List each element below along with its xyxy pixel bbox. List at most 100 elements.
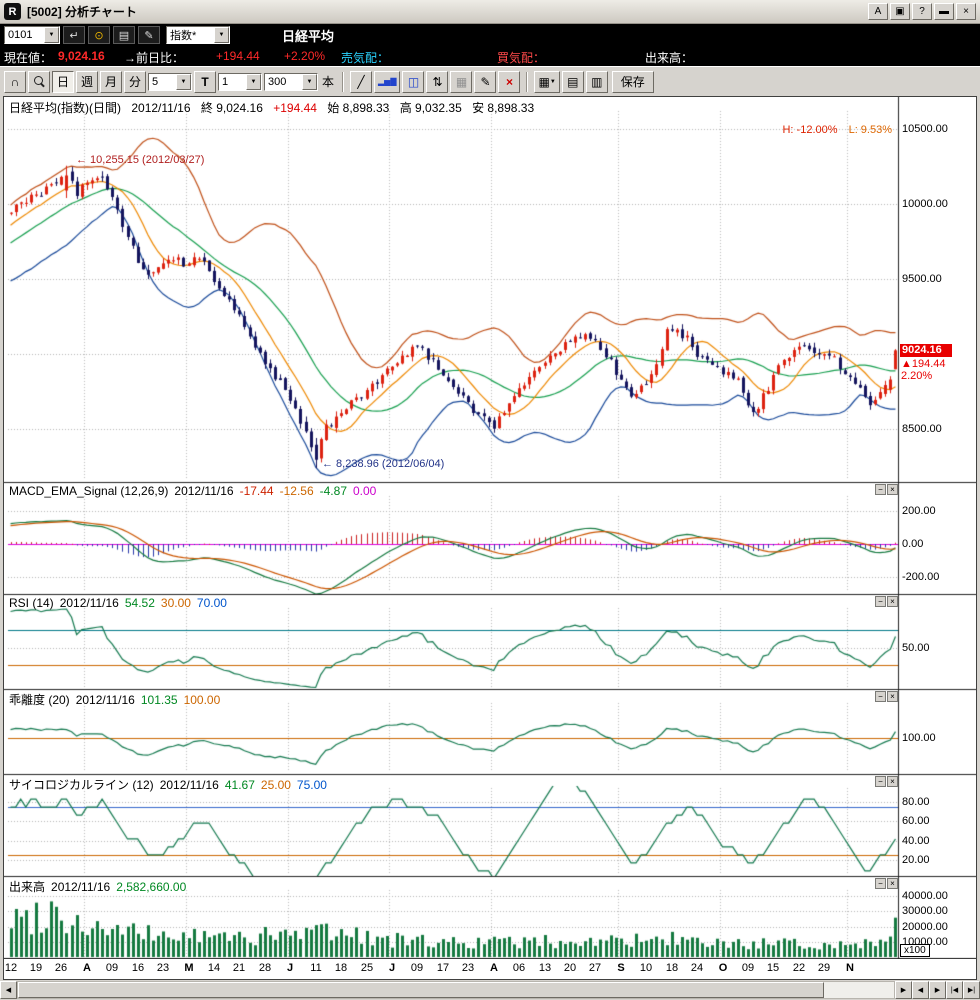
toolbar-separator <box>526 71 529 92</box>
headset-button[interactable]: ∩ <box>4 70 26 93</box>
close-button[interactable]: × <box>956 3 976 20</box>
tick-interval-select[interactable]: 1 ▼ <box>218 72 262 91</box>
x-axis-label: 21 <box>232 962 246 974</box>
period-week-button[interactable]: 週 <box>76 70 98 93</box>
new-chart-button[interactable]: ▥ <box>585 70 608 93</box>
chart-toolbar: ∩ 日 週 月 分 5 ▼ T 1 ▼ 300 ▼ 本 ╱ ▂▅▇ ◫ ⇅ ▦ … <box>0 66 980 96</box>
window-copy-button[interactable]: ▣ <box>890 3 910 20</box>
x-axis-label: 11 <box>310 962 322 974</box>
macd-close-button[interactable]: × <box>887 484 898 495</box>
line-chart-button[interactable]: ╱ <box>350 70 373 93</box>
window-icon: ▣ <box>895 6 905 17</box>
instrument-name: 日経平均(指数)(日間) <box>9 101 121 115</box>
minimize-button[interactable]: ▬ <box>934 3 954 20</box>
binoculars-button[interactable]: ⊙ <box>88 26 110 44</box>
x-axis-label: 19 <box>29 962 43 974</box>
volume-close-button[interactable]: × <box>887 878 898 889</box>
x-axis-label: 15 <box>766 962 780 974</box>
period-minute-button[interactable]: 分 <box>124 70 146 93</box>
kairi-close-button[interactable]: × <box>887 691 898 702</box>
panel-date: 2012/11/16 <box>75 693 135 707</box>
x-axis-label: 12 <box>4 962 18 974</box>
period-month-button[interactable]: 月 <box>100 70 122 93</box>
current-price-label: 現在値： <box>4 51 53 65</box>
rsi-panel-header: RSI (14) 2012/11/16 54.52 30.00 70.00 <box>9 596 233 610</box>
code-select[interactable]: 0101 ▼ <box>4 26 60 44</box>
volume-minimize-button[interactable]: − <box>875 878 886 889</box>
tick-button[interactable]: T <box>194 70 216 93</box>
psych-close-button[interactable]: × <box>887 776 898 787</box>
bid-label: 買気配： <box>497 51 546 65</box>
x-axis-label: 20 <box>563 962 577 974</box>
page-left-button[interactable]: ◀ <box>912 981 929 999</box>
chart-scrollbar[interactable]: ◀ ▶ ◀ ▶ |◀ ▶| <box>0 980 980 1000</box>
period-day-button[interactable]: 日 <box>52 70 74 93</box>
current-price-value: 9,024.16 <box>58 49 105 63</box>
scrollbar-thumb[interactable] <box>18 982 824 998</box>
scale-updown-button[interactable]: ⇅ <box>426 70 449 93</box>
bar-chart-button[interactable]: ▂▅▇ <box>374 70 401 93</box>
right-arrow-icon: ▶ <box>900 987 907 994</box>
toolbar-separator <box>342 71 345 92</box>
chart-canvas[interactable] <box>4 97 976 959</box>
candle-chart-button[interactable]: ◫ <box>402 70 425 93</box>
kairi-minimize-button[interactable]: − <box>875 691 886 702</box>
grid-toggle-button[interactable]: ▦ <box>450 70 473 93</box>
left-arrow-icon: ◀ <box>5 987 12 994</box>
panel-date: 2012/11/16 <box>159 778 219 792</box>
search-button[interactable] <box>28 70 50 93</box>
close-icon: × <box>963 6 969 17</box>
x-axis-label: 18 <box>665 962 679 974</box>
copy-chart-button[interactable]: ▤ <box>561 70 584 93</box>
page-right-button[interactable]: ▶ <box>929 981 946 999</box>
chevron-down-icon[interactable]: ▼ <box>302 73 317 90</box>
minute-interval-select[interactable]: 5 ▼ <box>148 72 192 91</box>
jump-start-button[interactable]: |◀ <box>946 981 963 999</box>
a-button[interactable]: A <box>868 3 888 20</box>
chart-area: 10500.00 10000.00 9500.00 8500.00 200.00 0.00… <box>3 96 977 980</box>
psych-panel-header: サイコロジカルライン (12) 2012/11/16 41.67 25.00 75.00 <box>9 776 333 793</box>
x-axis-label: 25 <box>360 962 374 974</box>
right-arrow-icon: ▶ <box>934 987 941 994</box>
rsi-minimize-button[interactable]: − <box>875 596 886 607</box>
headset-icon: ∩ <box>10 74 20 89</box>
chevron-down-icon[interactable]: ▼ <box>246 73 261 90</box>
erase-icon: × <box>505 74 513 89</box>
enter-button[interactable]: ↵ <box>63 26 85 44</box>
edit-button[interactable]: ✎ <box>138 26 160 44</box>
x-axis-label: 10 <box>639 962 653 974</box>
chevron-down-icon[interactable]: ▼ <box>214 27 229 43</box>
memo-button[interactable]: ▤ <box>113 26 135 44</box>
window-title: [5002] 分析チャート <box>27 5 137 19</box>
panel-value: -4.87 <box>319 484 347 498</box>
category-value: 指数* <box>170 30 197 42</box>
jump-end-button[interactable]: ▶| <box>963 981 980 999</box>
x-axis-label: A <box>83 962 91 974</box>
panel-date: 2012/11/16 <box>59 596 119 610</box>
help-button[interactable]: ? <box>912 3 932 20</box>
copy-icon: ▤ <box>567 74 579 89</box>
volume-unit-badge: x100 <box>900 944 930 957</box>
psych-minimize-button[interactable]: − <box>875 776 886 787</box>
l-readout: L: 9.53% <box>848 124 892 136</box>
pencil-icon: ✎ <box>480 74 491 89</box>
chevron-down-icon[interactable]: ▼ <box>176 73 191 90</box>
x-axis-label: 14 <box>207 962 221 974</box>
macd-minimize-button[interactable]: − <box>875 484 886 495</box>
binoculars-icon: ⊙ <box>94 29 104 42</box>
code-value: 0101 <box>8 29 33 41</box>
x-axis-label: 28 <box>258 962 272 974</box>
chevron-down-icon[interactable]: ▼ <box>44 27 59 43</box>
save-button[interactable]: 保存 <box>611 70 654 93</box>
scroll-left-button[interactable]: ◀ <box>0 981 17 999</box>
panel-label: サイコロジカルライン (12) <box>9 778 154 792</box>
scroll-right-button[interactable]: ▶ <box>895 981 912 999</box>
bars-count-select[interactable]: 300 ▼ <box>264 72 318 91</box>
scrollbar-track[interactable] <box>17 981 895 999</box>
draw-tool-button[interactable]: ✎ <box>474 70 497 93</box>
x-axis-label: 23 <box>156 962 170 974</box>
category-select[interactable]: 指数* ▼ <box>166 26 230 44</box>
rsi-close-button[interactable]: × <box>887 596 898 607</box>
layout-select-button[interactable]: ▦ ▼ <box>534 70 560 93</box>
erase-tool-button[interactable]: × <box>498 70 521 93</box>
